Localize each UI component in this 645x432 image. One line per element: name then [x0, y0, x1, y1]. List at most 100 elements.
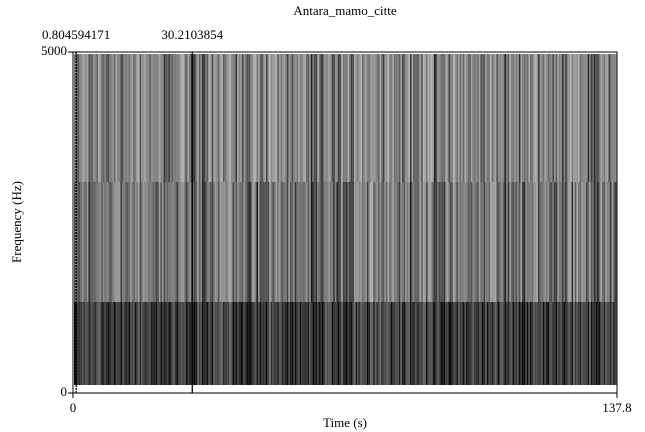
spectrogram-cell	[283, 54, 286, 182]
spectrogram-cell	[310, 302, 313, 385]
spectrogram-cell	[198, 182, 201, 302]
spectrogram-cell	[592, 182, 594, 302]
spectrogram-cell	[437, 182, 439, 302]
spectrogram-cell	[427, 302, 430, 385]
spectrogram-cell	[285, 182, 287, 302]
spectrogram-cell	[536, 302, 538, 385]
spectrogram-cell	[546, 182, 548, 302]
spectrogram-cell	[445, 302, 447, 385]
spectrogram-cell	[522, 54, 524, 182]
spectrogram-cell	[226, 182, 228, 302]
spectrogram-cell	[608, 54, 610, 182]
spectrogram-cell	[381, 302, 383, 385]
spectrogram-cell	[210, 54, 212, 182]
spectrogram-cell	[554, 302, 556, 385]
spectrogram-cell	[389, 302, 391, 385]
spectrogram-cell	[320, 302, 322, 385]
spectrogram-cell	[370, 182, 372, 302]
spectrogram-cell	[493, 54, 495, 182]
spectrogram-cell	[155, 182, 158, 302]
spectrogram-cell	[354, 182, 356, 302]
spectrogram-cell	[414, 302, 417, 385]
spectrogram-cell	[250, 182, 252, 302]
spectrogram-cell	[226, 302, 228, 385]
spectrogram-cell	[162, 302, 164, 385]
spectrogram-cell	[157, 54, 159, 182]
spectrogram-cell	[448, 302, 450, 385]
spectrogram-cell	[237, 54, 239, 182]
spectrogram-cell	[598, 182, 601, 302]
spectrogram-cell	[381, 182, 383, 302]
spectrogram-cell	[480, 302, 482, 385]
spectrogram-cell	[85, 182, 87, 302]
spectrogram-cell	[384, 302, 386, 385]
spectrogram-cell	[171, 182, 174, 302]
spectrogram-cell	[254, 182, 257, 302]
spectrogram-cell	[147, 54, 150, 182]
spectrogram-cell	[435, 302, 438, 385]
spectrogram-cell	[208, 302, 210, 385]
spectrogram-cell	[493, 302, 495, 385]
spectrogram-cell	[512, 182, 514, 302]
spectrogram-cell	[115, 182, 118, 302]
spectrogram-cell	[438, 54, 441, 182]
spectrogram-cell	[205, 182, 207, 302]
spectrogram-cell	[272, 182, 274, 302]
spectrogram-cell	[187, 182, 190, 302]
spectrogram-cell	[411, 302, 414, 385]
spectrogram-cell	[227, 54, 230, 182]
spectrogram-cell	[86, 54, 89, 182]
spectrogram-cell	[515, 182, 518, 302]
spectrogram-cell	[405, 182, 407, 302]
spectrogram-cell	[573, 54, 575, 182]
spectrogram-cell	[219, 182, 222, 302]
spectrogram-cell	[552, 182, 554, 302]
spectrogram-cell	[450, 54, 452, 182]
spectrogram-cell	[358, 302, 361, 385]
spectrogram-cell	[546, 302, 548, 385]
spectrogram-cell	[186, 182, 188, 302]
spectrogram-cell	[267, 54, 270, 182]
spectrogram-cell	[203, 54, 206, 182]
spectrogram-cell	[142, 54, 145, 182]
spectrogram-cell	[214, 302, 217, 385]
spectrogram-cell	[82, 182, 84, 302]
spectrogram-cell	[197, 54, 199, 182]
spectrogram-cell	[424, 182, 426, 302]
spectrogram-cell	[413, 302, 415, 385]
spectrogram-cell	[563, 182, 566, 302]
spectrogram-cell	[166, 54, 169, 182]
spectrogram-cell	[509, 182, 511, 302]
spectrogram-cell	[261, 54, 263, 182]
spectrogram-cell	[315, 182, 318, 302]
spectrogram-cell	[603, 54, 606, 182]
spectrogram-cell	[274, 182, 276, 302]
spectrogram-cell	[608, 182, 610, 302]
spectrogram-cell	[440, 302, 442, 385]
spectrogram-cell	[502, 182, 505, 302]
spectrogram-cell	[602, 54, 604, 182]
spectrogram-cell	[357, 182, 359, 302]
spectrogram-cell	[98, 302, 100, 385]
spectrogram-cell	[382, 182, 385, 302]
spectrogram-cell	[411, 54, 414, 182]
spectrogram-cell	[437, 54, 439, 182]
spectrogram-cell	[301, 302, 303, 385]
spectrogram-cell	[83, 302, 86, 385]
spectrogram-cell	[350, 54, 353, 182]
spectrogram-cell	[150, 54, 153, 182]
spectrogram-cell	[221, 54, 223, 182]
spectrogram-cell	[358, 54, 361, 182]
spectrogram-cell	[355, 302, 358, 385]
spectrogram-cell	[272, 54, 274, 182]
spectrogram-cell	[592, 302, 594, 385]
spectrogram-cell	[611, 54, 614, 182]
spectrogram-cell	[112, 54, 114, 182]
spectrogram-cell	[198, 54, 201, 182]
spectrogram-cell	[373, 302, 375, 385]
spectrogram-cell	[91, 182, 94, 302]
spectrogram-cell	[173, 182, 175, 302]
spectrogram-cell	[362, 54, 364, 182]
spectrogram-cell	[293, 54, 295, 182]
spectrogram-cell	[272, 302, 274, 385]
